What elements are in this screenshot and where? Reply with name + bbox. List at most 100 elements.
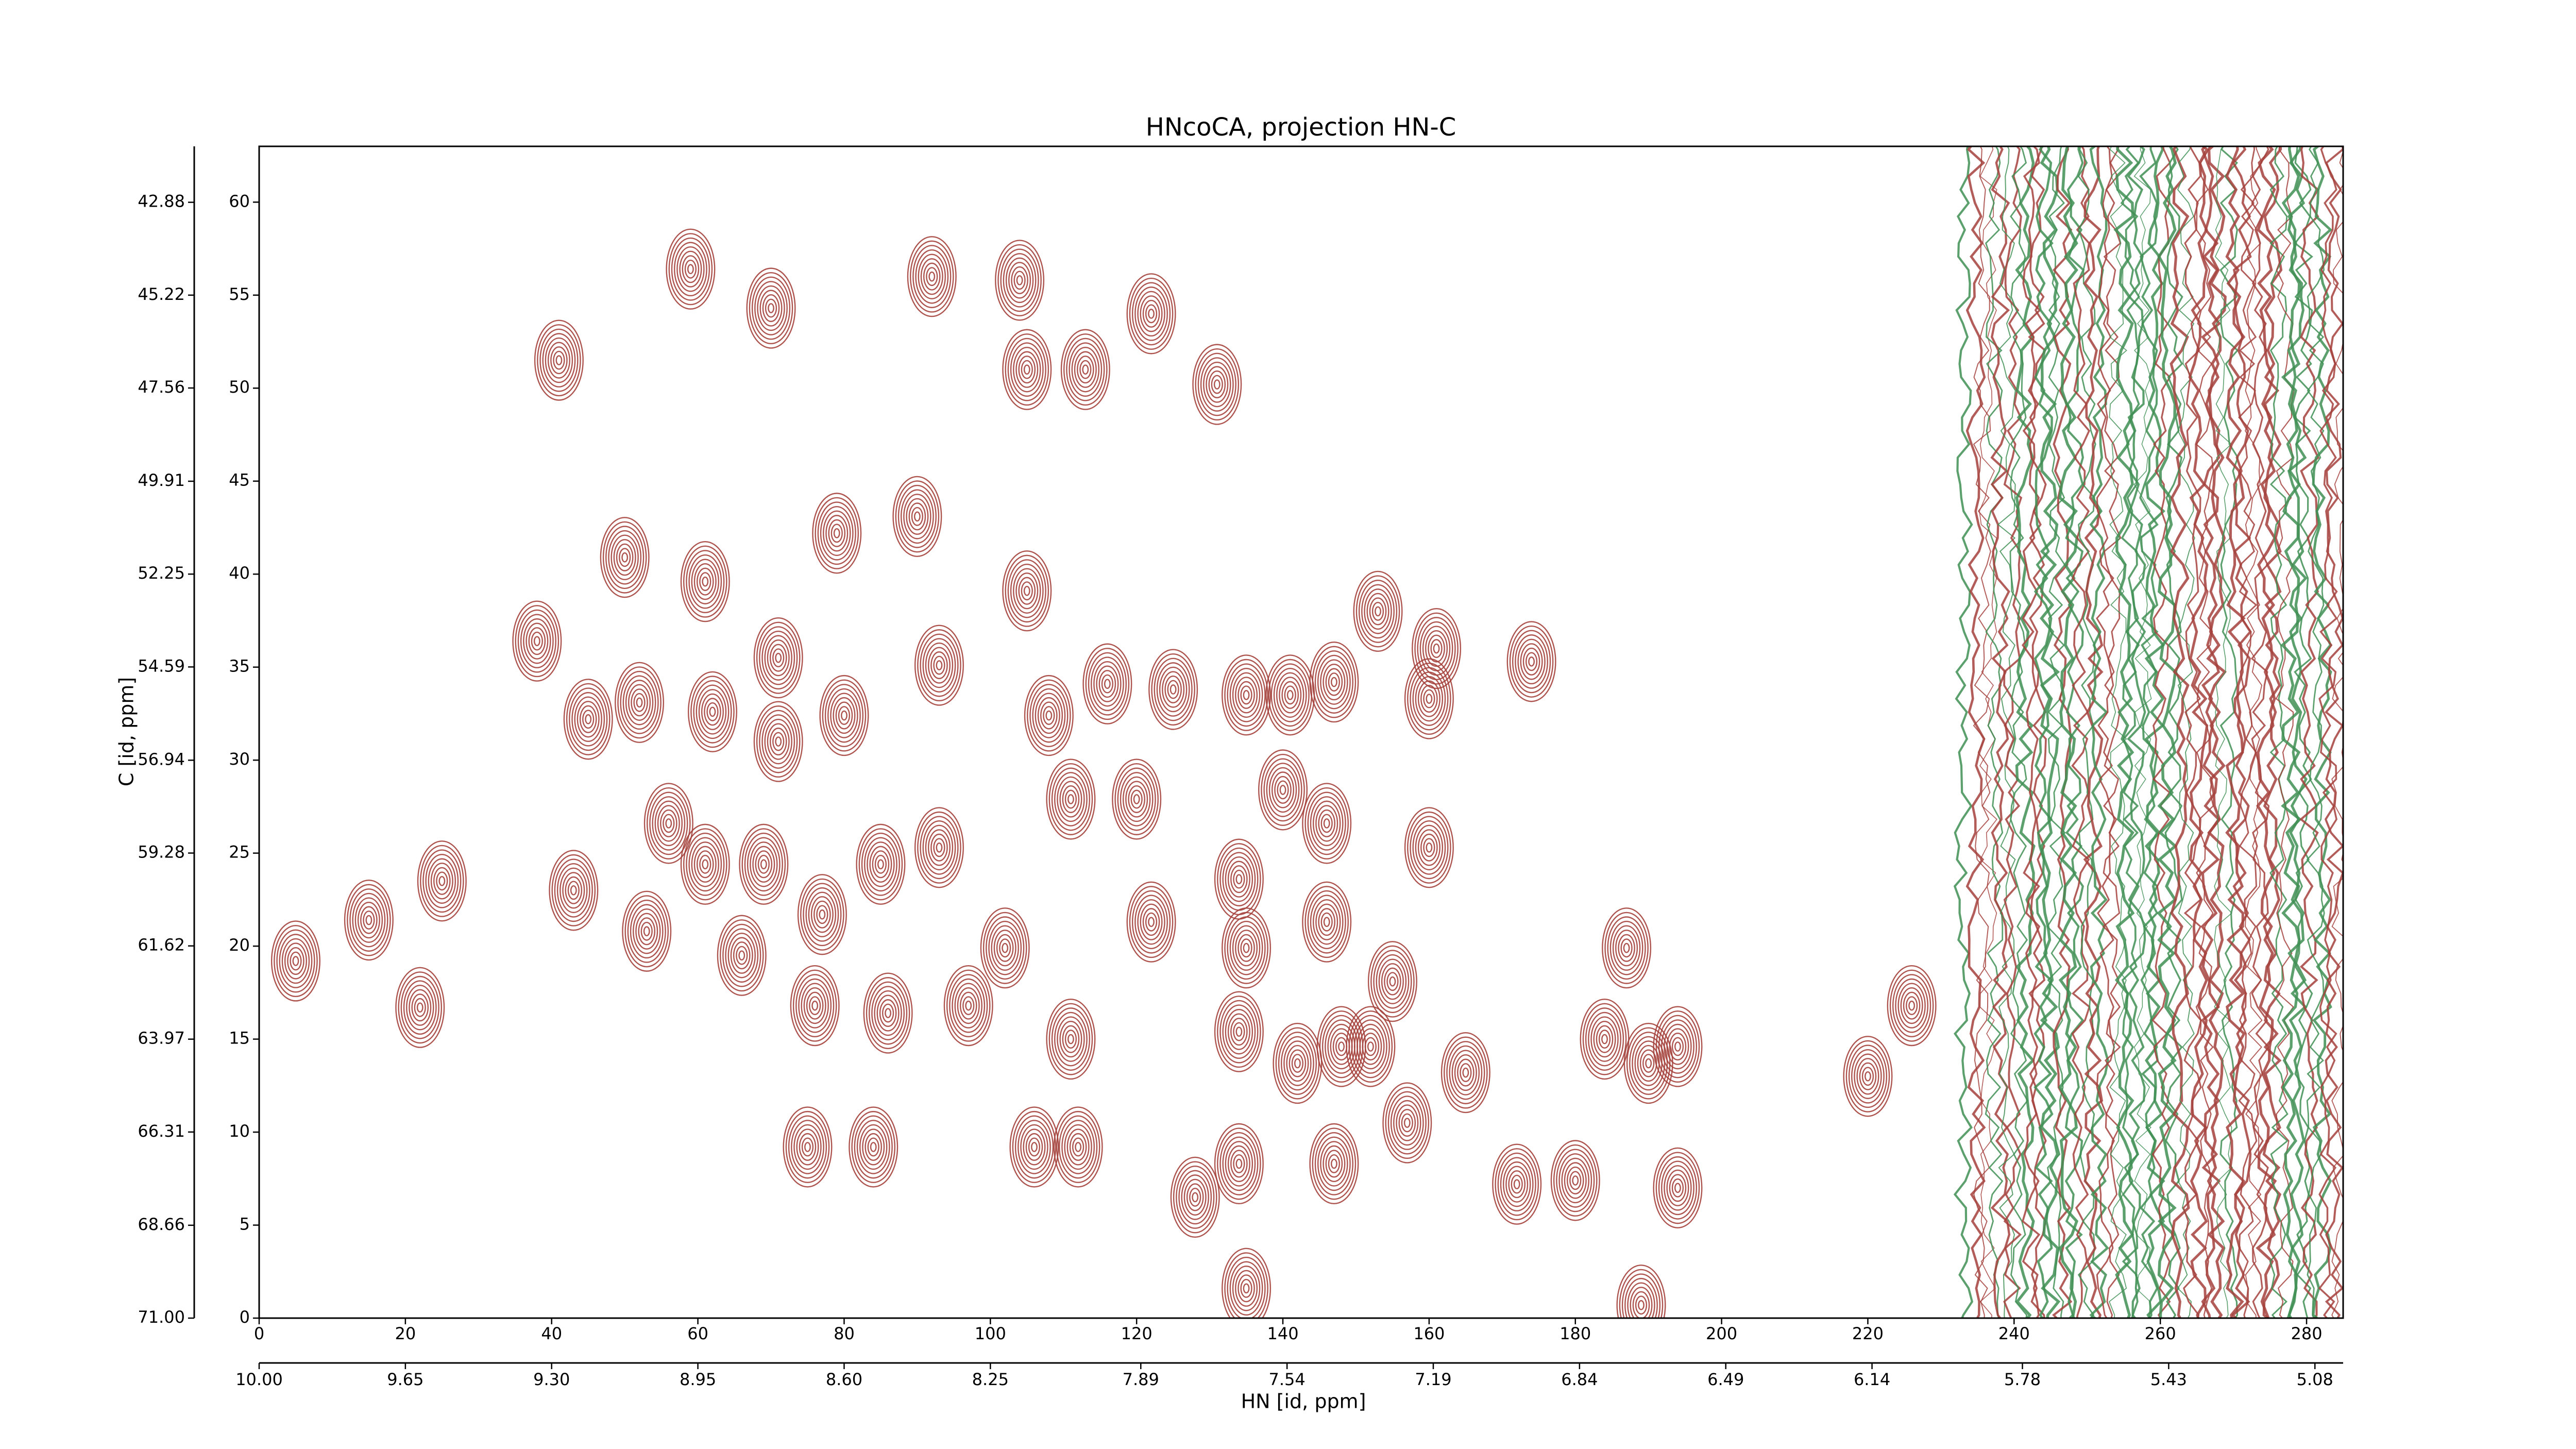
peak-contour — [1330, 1158, 1337, 1169]
peak-contour — [1222, 1136, 1256, 1191]
peak-contour — [925, 642, 954, 688]
peak-contour — [699, 572, 711, 592]
peak-contour — [1420, 685, 1438, 713]
peak-contour — [801, 983, 829, 1029]
peak-contour — [1390, 1096, 1424, 1150]
peak-contour — [1393, 1100, 1421, 1146]
peak-contour — [1312, 646, 1357, 718]
peak-contour — [885, 1008, 891, 1018]
peak-contour — [1077, 356, 1094, 384]
peak-contour — [1616, 1265, 1666, 1318]
peak-contour — [1357, 1023, 1385, 1070]
peak-contour — [1382, 1082, 1432, 1164]
noise-contour — [2009, 146, 2028, 1318]
peak-contour — [1021, 581, 1033, 601]
peak-contour — [762, 294, 780, 323]
peak-contour — [816, 905, 828, 924]
peak-contour — [1130, 789, 1143, 809]
noise-contour — [2157, 146, 2178, 1318]
peak-contour — [1129, 277, 1174, 350]
peak-contour — [755, 850, 773, 879]
peak-contour — [682, 255, 700, 283]
peak-contour — [1315, 903, 1338, 940]
peak-contour — [1639, 1049, 1657, 1077]
peak-contour — [739, 823, 789, 905]
peak-contour — [1669, 1174, 1687, 1202]
peak-contour — [833, 528, 840, 538]
peak-contour — [622, 675, 656, 730]
peak-contour — [1276, 672, 1304, 718]
peak-contour — [1426, 842, 1433, 853]
peak-contour — [680, 823, 730, 905]
x-tick-label: 100 — [975, 1324, 1006, 1343]
peak-contour — [749, 272, 793, 345]
peak-contour — [528, 627, 546, 655]
y2-tick-label: 56.94 — [138, 749, 185, 769]
peak-contour — [534, 319, 584, 401]
peak-contour — [570, 885, 577, 896]
peak-contour — [753, 701, 803, 782]
peak-contour — [1403, 1118, 1411, 1128]
peak-contour — [1655, 1010, 1700, 1083]
peak-contour — [1232, 925, 1261, 971]
x-tick-label: 200 — [1706, 1324, 1737, 1343]
peak-contour — [577, 701, 600, 738]
peak-contour — [1045, 710, 1053, 721]
peak-contour — [1162, 671, 1185, 708]
noise-contour — [2280, 146, 2302, 1318]
peak-contour — [1364, 588, 1392, 634]
peak-contour — [767, 639, 790, 677]
peak-contour — [1310, 895, 1344, 949]
peak-contour — [830, 693, 858, 738]
peak-contour — [933, 655, 945, 675]
peak-contour — [1229, 1261, 1263, 1316]
peak-contour — [1061, 1120, 1095, 1174]
noise-contour — [1965, 146, 1986, 1318]
peak-contour — [1222, 1004, 1256, 1059]
peak-contour — [693, 563, 717, 600]
y-tick-label: 30 — [229, 749, 250, 769]
peak-contour — [1373, 950, 1412, 1014]
peak-contour — [563, 679, 613, 760]
peak-contour — [838, 706, 851, 725]
noise-contour — [2120, 146, 2141, 1318]
peak-contour — [835, 701, 853, 730]
peak-contour — [1440, 1032, 1490, 1114]
peak-contour — [1104, 679, 1111, 689]
noise-contour — [1990, 146, 2011, 1318]
peak-contour — [1897, 983, 1926, 1029]
peak-contour — [1361, 584, 1395, 639]
peak-contour — [1227, 1145, 1250, 1183]
peak-contour — [867, 841, 895, 887]
peak-contour — [699, 854, 711, 874]
peak-contour — [1075, 1142, 1082, 1152]
x-tick-label: 80 — [834, 1324, 855, 1343]
noise-contour — [2269, 146, 2289, 1318]
peak-contour — [1265, 654, 1315, 736]
peak-contour — [702, 859, 709, 870]
peak-contour — [1615, 930, 1638, 967]
y2-tick-label: 61.62 — [138, 935, 185, 955]
peak-contour — [679, 250, 702, 288]
x2-tick-label: 9.30 — [533, 1370, 570, 1389]
peak-contour — [566, 683, 611, 755]
peak-contour — [274, 924, 318, 997]
peak-contour — [676, 246, 705, 292]
peak-contour — [638, 917, 656, 946]
peak-contour — [959, 991, 977, 1020]
peak-contour — [395, 967, 445, 1048]
chart-title: HNcoCA, projection HN-C — [1146, 113, 1456, 142]
peak-contour — [270, 920, 320, 1002]
x2-tick-label: 9.65 — [387, 1370, 423, 1389]
peak-contour — [859, 1124, 888, 1170]
y2-tick-label: 54.59 — [138, 656, 185, 676]
peak-contour — [757, 285, 785, 331]
peak-contour — [1090, 656, 1124, 711]
x2-tick-label: 6.14 — [1854, 1370, 1890, 1389]
peak-contour — [284, 942, 307, 980]
peak-contour — [616, 543, 634, 571]
peak-contour — [1072, 1137, 1084, 1157]
peak-contour — [1222, 1248, 1272, 1318]
peak-contour — [1227, 1013, 1250, 1050]
